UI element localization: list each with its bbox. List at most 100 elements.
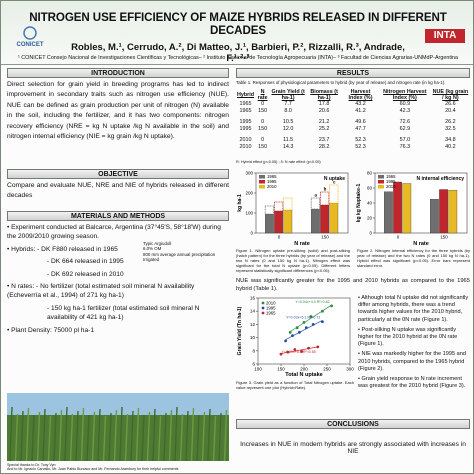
stalk <box>58 409 63 461</box>
y-tick-label: 20 <box>367 216 373 221</box>
methods-item: - 150 kg ha-1 fertilizer (total estimate… <box>47 304 200 322</box>
table-row: 2010 0 11.5 23.7 52.3 57.0 34.8 <box>236 135 470 144</box>
table-cell: 23.7 <box>318 137 330 143</box>
site-notes: Typic Argiudoll 6.0% OM 800 mm average ann… <box>143 241 229 263</box>
methods-list: • Experiment conducted at Balcarce, Arge… <box>7 223 229 338</box>
table-cell: 28.2 <box>318 144 330 150</box>
stalk <box>75 410 79 461</box>
site-note: 800 mm average annual precipitation <box>143 251 216 257</box>
field-photo <box>7 393 229 461</box>
table-cell: 26.2 <box>445 119 456 125</box>
section-heading: MATERIALS AND METHODS <box>7 211 229 221</box>
y-tick-label: 80 <box>367 171 373 176</box>
stalk <box>91 411 96 461</box>
legend-label: 1965 <box>266 311 276 316</box>
table-cell: 76.3 <box>399 144 411 150</box>
stalk <box>146 411 151 461</box>
point <box>300 350 304 353</box>
point <box>307 346 310 350</box>
methods-item: • Plant Density: 75000 pl ha-1 <box>7 326 94 334</box>
legend-label: 1965 <box>386 174 396 179</box>
stalk <box>53 412 57 461</box>
header <box>1 1 473 65</box>
figure1: 0 100 200 300 kg ha-1 N rate N uptake 0 150 a b c 19… <box>237 171 349 247</box>
point <box>286 350 290 354</box>
y-axis-label: Grain Yield (Tn ha-1) <box>237 306 243 355</box>
bar-pre <box>329 202 339 234</box>
stalk <box>218 412 222 461</box>
point <box>316 345 320 349</box>
point <box>279 352 283 356</box>
table-header-cell: Harvest Index (%) <box>348 89 373 101</box>
stalk <box>119 406 123 461</box>
y-tick-label: 16 <box>250 296 256 301</box>
stalks <box>9 406 228 461</box>
stalk <box>69 413 74 461</box>
legend-swatch <box>259 180 265 184</box>
stalk <box>31 414 35 461</box>
legend-swatch <box>378 175 384 179</box>
point <box>311 323 315 326</box>
table-cell: 0 <box>261 119 265 125</box>
intro-text: Direct selection for grain yield in bree… <box>7 81 229 141</box>
table-cell: 21.2 <box>318 119 330 125</box>
legend-label: 2010 <box>267 184 277 189</box>
legend-label: 2010 <box>386 184 396 189</box>
table-cell: 150 <box>258 108 268 114</box>
table-cell: 1965 <box>239 101 252 107</box>
site-note: Typic Argiudoll <box>143 241 172 246</box>
figure1-caption: Figure 1. Nitrogen uptake pre-silking (s… <box>236 248 350 273</box>
table-cell: 52.3 <box>355 137 366 143</box>
point <box>291 334 294 338</box>
bar <box>384 191 393 234</box>
legend-label: 1965 <box>267 174 277 179</box>
bullet: • NIE was markedly higher for the 1995 a… <box>358 351 466 372</box>
table-cell: 17.8 <box>318 101 330 107</box>
y-axis-label: kg ha-1 <box>237 194 243 212</box>
table-header-cell: Hybrid <box>237 92 255 98</box>
crop <box>7 415 229 461</box>
table-header-cell: NUE (kg grain / kg N) <box>432 89 469 101</box>
x-axis-label: N rate <box>413 241 429 247</box>
table-wrap: Hybrid N rate Grain Yield (t ha-1) Biomass … <box>236 89 470 151</box>
table-cell: 7.7 <box>284 101 292 107</box>
bullet: • Grain yield response to N rate increme… <box>358 376 466 390</box>
table-row: 1995 0 10.5 21.2 49.6 72.6 26.2 <box>236 117 470 126</box>
logo-ring <box>23 26 37 40</box>
bar-post <box>310 197 320 210</box>
table-cell: 1995 <box>239 119 252 125</box>
stalk <box>47 415 52 461</box>
table-cell: 11.5 <box>283 137 294 143</box>
stalk <box>42 408 46 461</box>
table-row: 1965 0 7.7 17.8 43.2 60.9 26.6 <box>236 101 470 108</box>
table-header-cell: N rate <box>257 89 268 101</box>
point <box>284 339 287 343</box>
x-tick-label: 0 <box>278 235 281 240</box>
y-tick-label: 12 <box>250 322 256 327</box>
site-note: Irrigated <box>143 257 160 263</box>
equation: Y=0.01x+6.0 R²=0.65 <box>282 350 316 354</box>
x-axis-label: Total N uptake <box>285 372 323 378</box>
methods-item: • N rates: - No fertilizer (total estima… <box>7 283 195 300</box>
table-note: R: Hybrid effect (p<0.05) ; δ: N rate ef… <box>236 160 321 164</box>
methods-item: • Hybrids: - DK F880 released in 1965 <box>7 245 118 253</box>
stalk <box>179 413 184 461</box>
table-cell: 20.4 <box>445 108 456 114</box>
legend-swatch <box>259 175 265 179</box>
conicet-icon: CONICET <box>17 26 44 48</box>
section-heading: RESULTS <box>236 68 470 78</box>
figure2-caption: Figure 2. Nitrogen internal efficiency f… <box>357 248 470 268</box>
y-tick-label: 8 <box>252 348 255 353</box>
stalk <box>152 408 156 461</box>
point <box>302 321 306 324</box>
stalk <box>174 406 178 461</box>
figure-title: N uptake <box>324 176 345 182</box>
table-cell: 42.3 <box>399 108 411 114</box>
y-tick-label: 60 <box>367 186 373 191</box>
table-cell: 25.2 <box>318 126 330 132</box>
stalk <box>207 408 211 461</box>
bar-pre <box>311 208 320 234</box>
y-tick-label: 14 <box>250 309 256 314</box>
point <box>295 326 299 330</box>
